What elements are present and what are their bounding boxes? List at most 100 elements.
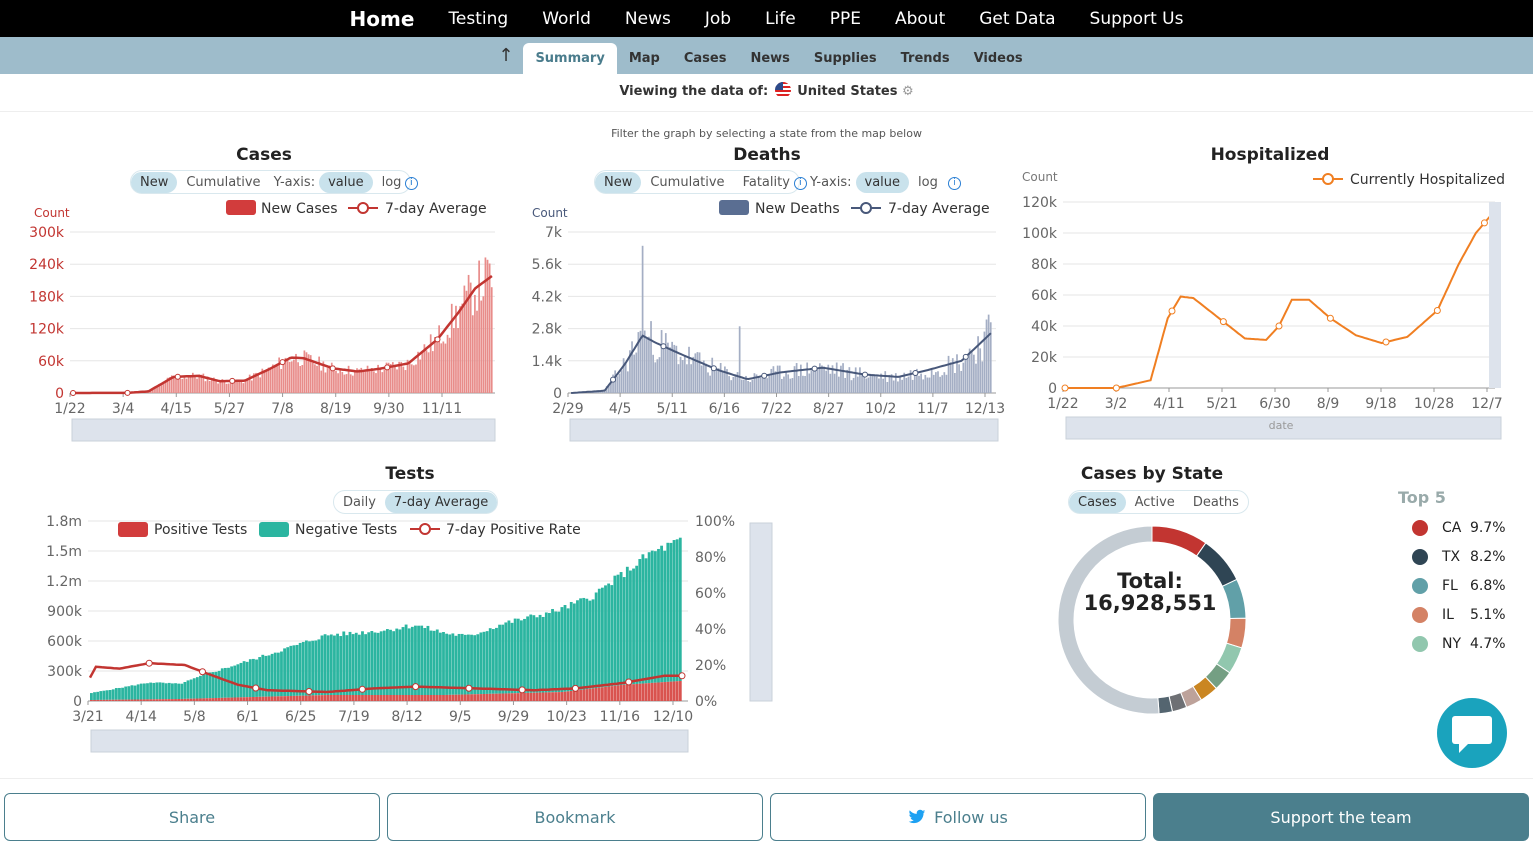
x-tick-label: 6/16 [709, 401, 741, 417]
fatality-info-icon[interactable]: i [794, 177, 807, 190]
cases-bar [387, 362, 390, 393]
tab-supplies[interactable]: Supplies [813, 51, 877, 66]
positive-rate-point [252, 684, 260, 692]
nav-testing[interactable]: Testing [448, 8, 509, 29]
deaths-bar [825, 370, 828, 393]
tab-trends[interactable]: Trends [900, 51, 950, 66]
nav-home[interactable]: Home [349, 6, 415, 31]
negative-tests-bar [164, 683, 168, 700]
cases-cumulative-toggle[interactable]: Cumulative [186, 174, 261, 190]
positive-tests-bar [248, 697, 252, 701]
cases-bar [345, 374, 348, 393]
tests-7day-toggle[interactable]: 7-day Average [384, 491, 498, 513]
legend-avg-marker [860, 202, 872, 214]
tab-map[interactable]: Map [628, 51, 660, 66]
cases-bar [362, 371, 365, 393]
gear-icon[interactable]: ⚙ [902, 84, 914, 99]
negative-tests-bar [485, 631, 489, 694]
negative-tests-bar [622, 577, 626, 685]
positive-tests-bar [557, 692, 561, 701]
cases-bar [480, 300, 483, 393]
negative-tests-bar [607, 583, 611, 687]
cases-bar [271, 364, 274, 393]
deaths-info-icon[interactable]: i [948, 177, 961, 190]
deaths-bar [844, 377, 847, 393]
x-tick-label: 7/22 [761, 401, 792, 417]
positive-tests-bar [351, 695, 355, 701]
nav-world[interactable]: World [542, 8, 591, 29]
top5-item[interactable]: IL 5.1% [1398, 600, 1506, 629]
positive-tests-bar [323, 695, 327, 701]
deaths-new-toggle[interactable]: New [595, 171, 642, 193]
nav-life[interactable]: Life [765, 8, 796, 29]
top5-item[interactable]: FL 6.8% [1398, 571, 1506, 600]
positive-tests-bar [111, 699, 115, 701]
states-cases-toggle[interactable]: Cases [1069, 491, 1126, 513]
positive-tests-bar [227, 697, 230, 701]
deaths-value-toggle[interactable]: value [855, 171, 910, 193]
deaths-bar [795, 363, 798, 393]
deaths-bar [922, 379, 925, 393]
cases-bar [242, 383, 245, 393]
cases-log-toggle[interactable]: log [381, 174, 402, 190]
cases-avg-point [70, 390, 77, 396]
top5-item[interactable]: TX 8.2% [1398, 542, 1506, 571]
bookmark-button[interactable]: Bookmark [387, 793, 763, 841]
cases-bar [316, 365, 318, 393]
top5-item[interactable]: CA 9.7% [1398, 513, 1506, 542]
nav-support-us[interactable]: Support Us [1089, 8, 1184, 29]
negative-tests-bar [136, 684, 140, 700]
nav-get-data[interactable]: Get Data [979, 8, 1056, 29]
tab-news[interactable]: News [750, 51, 790, 66]
deaths-fatality-toggle[interactable]: Fatality [742, 174, 790, 190]
share-button[interactable]: Share [4, 793, 380, 841]
cases-value-toggle[interactable]: value [319, 171, 373, 193]
nav-ppe[interactable]: PPE [829, 8, 861, 29]
negative-tests-bar [588, 600, 592, 689]
positive-tests-bar [164, 699, 168, 701]
negative-tests-bar [93, 692, 96, 700]
deaths-bar [973, 354, 975, 393]
tab-cases[interactable]: Cases [683, 51, 727, 66]
chat-button[interactable] [1437, 698, 1507, 768]
negative-tests-bar [320, 635, 324, 696]
states-active-toggle[interactable]: Active [1134, 494, 1175, 510]
positive-tests-bar [635, 683, 639, 701]
deaths-bar [711, 357, 714, 393]
tab-summary[interactable]: Summary [523, 43, 617, 74]
hosp-point [1382, 338, 1390, 346]
nav-news[interactable]: News [624, 8, 671, 29]
cases-bar [436, 336, 438, 393]
cases-new-toggle[interactable]: New [131, 171, 178, 193]
cases-avg-point [229, 377, 236, 384]
follow-button[interactable]: Follow us [770, 793, 1146, 841]
negative-tests-bar [367, 632, 371, 695]
states-deaths-toggle[interactable]: Deaths [1192, 494, 1239, 510]
negative-tests-bar [470, 634, 473, 695]
support-button[interactable]: Support the team [1153, 793, 1529, 841]
deaths-bar [989, 322, 992, 393]
nav-about[interactable]: About [894, 8, 946, 29]
arrow-up-icon[interactable]: ↑ [498, 45, 514, 66]
tests-daily-toggle[interactable]: Daily [343, 494, 376, 510]
negative-tests-bar [566, 608, 570, 692]
cases-bar [425, 350, 428, 393]
positive-tests-bar [292, 695, 296, 701]
negative-tests-bar [535, 617, 539, 693]
negative-tests-bar [174, 683, 177, 700]
top5-item[interactable]: NY 4.7% [1398, 629, 1506, 658]
cases-bar [324, 372, 327, 393]
deaths-log-toggle[interactable]: log [918, 174, 938, 190]
cases-bar [434, 337, 436, 393]
viewing-country-name[interactable]: United States [797, 84, 898, 99]
deaths-cumulative-toggle[interactable]: Cumulative [650, 174, 725, 190]
cases-bar [427, 352, 430, 393]
negative-tests-bar [554, 611, 558, 693]
x-tick-label: 6/25 [285, 709, 316, 725]
tab-videos[interactable]: Videos [973, 51, 1023, 66]
cases-info-icon[interactable]: i [405, 177, 418, 190]
positive-tests-bar [457, 694, 461, 701]
positive-tests-bar [451, 694, 455, 701]
nav-job[interactable]: Job [704, 8, 732, 29]
positive-tests-bar [108, 699, 112, 701]
